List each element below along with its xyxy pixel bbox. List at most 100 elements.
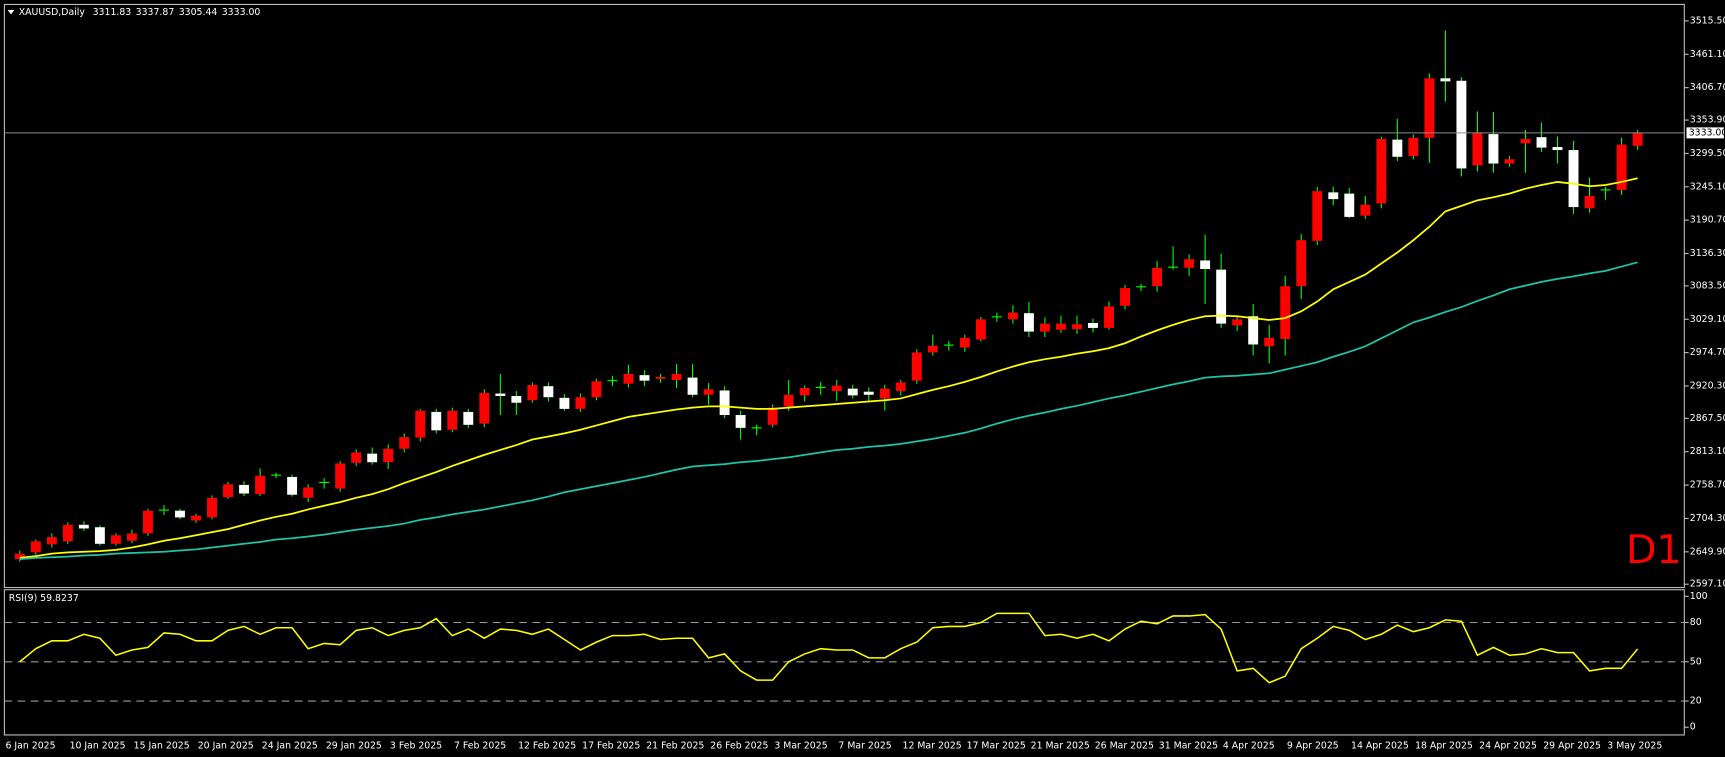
x-tick-label: 20 Jan 2025	[198, 740, 254, 751]
x-tick-label: 17 Feb 2025	[582, 740, 640, 751]
candle-body	[1552, 146, 1563, 151]
candle-body	[735, 415, 746, 428]
y-tick-label: 2597.10	[1690, 579, 1725, 590]
open-value: 3311.83	[93, 7, 132, 18]
candle-body	[1504, 159, 1515, 164]
candle-body	[655, 376, 666, 379]
header: XAUUSD,Daily 3311.83 3337.87 3305.44 3333.00	[19, 7, 261, 18]
x-tick-label: 18 Apr 2025	[1415, 740, 1473, 751]
candle-body	[1088, 323, 1098, 328]
candle-body	[110, 535, 121, 544]
rsi-line	[19, 612, 1639, 684]
candle-body	[1152, 267, 1163, 287]
y-tick-label: 2813.10	[1690, 446, 1725, 457]
candle-body	[479, 392, 490, 424]
candle-body	[255, 475, 266, 495]
candle-body	[1392, 139, 1403, 157]
candle-body	[719, 390, 730, 416]
candle-body	[639, 375, 650, 381]
candle-body	[495, 393, 506, 396]
x-tick-label: 26 Mar 2025	[1095, 740, 1154, 751]
candle-body	[527, 384, 538, 401]
candle-body	[1280, 286, 1291, 339]
candle-body	[1344, 193, 1355, 217]
y-tick-label: 3245.10	[1690, 181, 1725, 192]
candle-body	[30, 541, 41, 553]
candle-body	[1456, 80, 1467, 169]
candle-body	[94, 527, 105, 544]
candle-body	[671, 373, 682, 381]
plot-layer: 3515.50 3461.10 3406.70 3353.90 3299.50 3245.…	[4, 15, 1725, 751]
rsi-panel-frame	[3, 589, 1685, 736]
candle-body	[1376, 139, 1387, 204]
candle-body	[927, 345, 938, 353]
price-label: 3333.00	[1689, 127, 1725, 138]
candle-body	[303, 487, 314, 498]
timeframe-badge: D1	[1626, 527, 1682, 573]
candle-body	[126, 533, 137, 541]
x-tick-label: 24 Jan 2025	[262, 740, 318, 751]
candle-body	[543, 386, 554, 398]
candle-body	[207, 497, 217, 518]
candle-body	[415, 410, 426, 438]
candle-body	[847, 388, 858, 396]
x-tick-label: 4 Apr 2025	[1223, 740, 1275, 751]
candle-body	[703, 389, 714, 395]
x-tick-label: 9 Apr 2025	[1287, 740, 1339, 751]
x-tick-label: 29 Apr 2025	[1543, 740, 1601, 751]
y-tick-label: 2704.30	[1690, 513, 1725, 524]
x-tick-label: 12 Mar 2025	[903, 740, 962, 751]
x-tick-label: 15 Jan 2025	[134, 740, 190, 751]
candle-body	[1072, 324, 1082, 330]
candle-body	[1120, 288, 1130, 306]
candle-body	[879, 388, 890, 399]
candle-body	[191, 515, 201, 521]
candle-body	[1312, 191, 1323, 241]
symbol-menu-arrow[interactable]	[7, 9, 15, 15]
candle-body	[783, 394, 794, 407]
price-label-box	[1686, 127, 1724, 139]
y-tick-label: 80	[1690, 617, 1702, 628]
candle-body	[1472, 132, 1483, 166]
x-tick-label: 14 Apr 2025	[1351, 740, 1409, 751]
candle-body	[78, 524, 89, 529]
y-tick-label: 3029.10	[1690, 314, 1725, 325]
y-tick-label: 2920.30	[1690, 380, 1725, 391]
x-tick-label: 26 Feb 2025	[710, 740, 768, 751]
y-tick-label: 2867.50	[1690, 413, 1725, 424]
x-tick-label: 31 Mar 2025	[1159, 740, 1218, 751]
candle-body	[575, 397, 586, 409]
candle-body	[1408, 137, 1419, 157]
candle-body	[1056, 323, 1066, 330]
candle-body	[383, 448, 394, 463]
y-tick-label: 0	[1690, 722, 1696, 733]
candle-body	[175, 510, 185, 518]
candle-body	[1616, 144, 1627, 190]
candle-body	[591, 381, 602, 398]
candle-body	[1104, 306, 1114, 328]
candle-body	[447, 410, 458, 430]
candle-body	[335, 463, 346, 489]
candle-body	[1248, 316, 1259, 345]
x-tick-label: 21 Feb 2025	[646, 740, 704, 751]
candle-body	[431, 411, 442, 431]
candle-body	[1023, 313, 1034, 332]
y-tick-label: 20	[1690, 696, 1702, 707]
x-tick-label: 10 Jan 2025	[70, 740, 126, 751]
candle-body	[1328, 192, 1339, 200]
y-tick-label: 3083.50	[1690, 280, 1725, 291]
x-tick-label: 6 Jan 2025	[6, 740, 56, 751]
y-tick-label: 3299.50	[1690, 148, 1725, 159]
symbol: XAUUSD,Daily	[19, 7, 86, 18]
candle-body	[1424, 78, 1435, 138]
candle-body	[1232, 319, 1243, 326]
candle-body	[623, 373, 634, 384]
candle-body	[399, 437, 410, 449]
candle-body	[1536, 137, 1547, 148]
x-tick-label: 12 Feb 2025	[518, 740, 576, 751]
candle-body	[1039, 323, 1050, 332]
x-tick-label: 7 Mar 2025	[838, 740, 891, 751]
candle-body	[1632, 132, 1643, 146]
candle-body	[1296, 240, 1307, 287]
